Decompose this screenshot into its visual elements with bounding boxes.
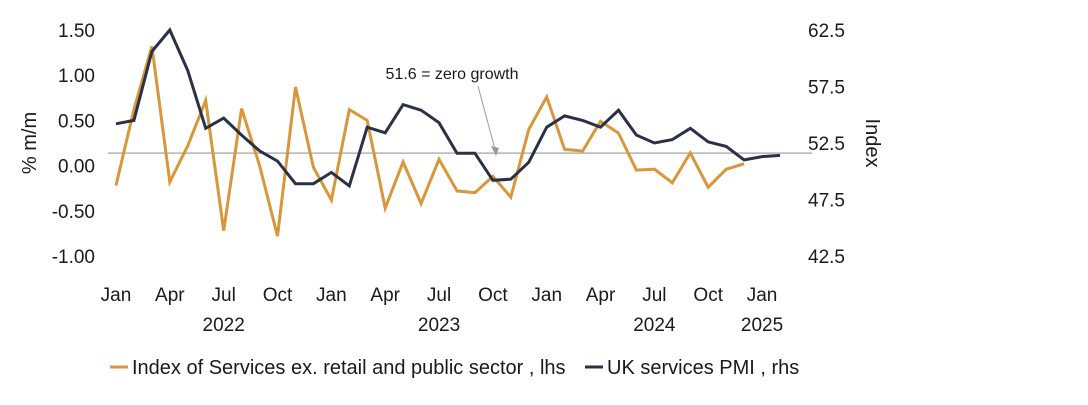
right-tick-label: 47.5: [808, 191, 845, 212]
x-year-label: 2023: [418, 315, 460, 336]
zero-growth-annotation: 51.6 = zero growth: [386, 66, 519, 156]
left-tick-label: 0.00: [58, 157, 95, 178]
right-tick-label: 57.5: [808, 78, 845, 99]
series-layer: [114, 27, 781, 237]
x-month-label: Apr: [155, 285, 185, 306]
right-tick-label: 52.5: [808, 134, 845, 155]
x-year-label: 2025: [741, 315, 783, 336]
left-tick-label: 1.50: [58, 21, 95, 42]
right-axis-ticks: 62.5 57.5 52.5 47.5 42.5: [808, 21, 845, 268]
annotation-arrowhead: [491, 146, 499, 156]
x-month-label: Jan: [316, 285, 347, 306]
right-tick-label: 62.5: [808, 21, 845, 42]
left-tick-label: -1.00: [52, 247, 95, 268]
x-month-label: Oct: [693, 285, 723, 306]
x-year-label: 2022: [203, 315, 245, 336]
x-month-label: Jul: [212, 285, 236, 306]
right-axis-title: Index: [861, 119, 883, 168]
series-line-services-pmi: [115, 27, 781, 189]
x-month-label: Jan: [747, 285, 778, 306]
annotation-label: 51.6 = zero growth: [386, 66, 519, 83]
x-month-label: Apr: [586, 285, 616, 306]
x-year-label: 2024: [633, 315, 676, 336]
legend-label-services-index: Index of Services ex. retail and public …: [132, 357, 566, 379]
x-month-label: Oct: [478, 285, 508, 306]
left-tick-label: -0.50: [52, 202, 95, 223]
x-month-label: Jul: [642, 285, 666, 306]
x-month-label: Jan: [531, 285, 562, 306]
right-tick-label: 42.5: [808, 247, 845, 268]
x-month-label: Apr: [370, 285, 400, 306]
x-month-label: Oct: [263, 285, 293, 306]
left-axis-ticks: 1.50 1.00 0.50 0.00 -0.50 -1.00: [52, 21, 95, 268]
legend: Index of Services ex. retail and public …: [110, 357, 799, 379]
left-tick-label: 0.50: [58, 111, 95, 132]
series-line-services-index: [114, 45, 745, 237]
left-tick-label: 1.00: [58, 66, 95, 87]
x-month-label: Jan: [101, 285, 132, 306]
legend-label-pmi: UK services PMI , rhs: [607, 357, 799, 379]
x-axis-ticks: Jan Apr Jul Oct Jan Apr Jul Oct Jan Apr Jul Oct Jan 2…: [101, 285, 784, 336]
annotation-arrow-line: [477, 85, 497, 154]
left-axis-title: % m/m: [19, 112, 41, 174]
x-month-label: Jul: [427, 285, 451, 306]
